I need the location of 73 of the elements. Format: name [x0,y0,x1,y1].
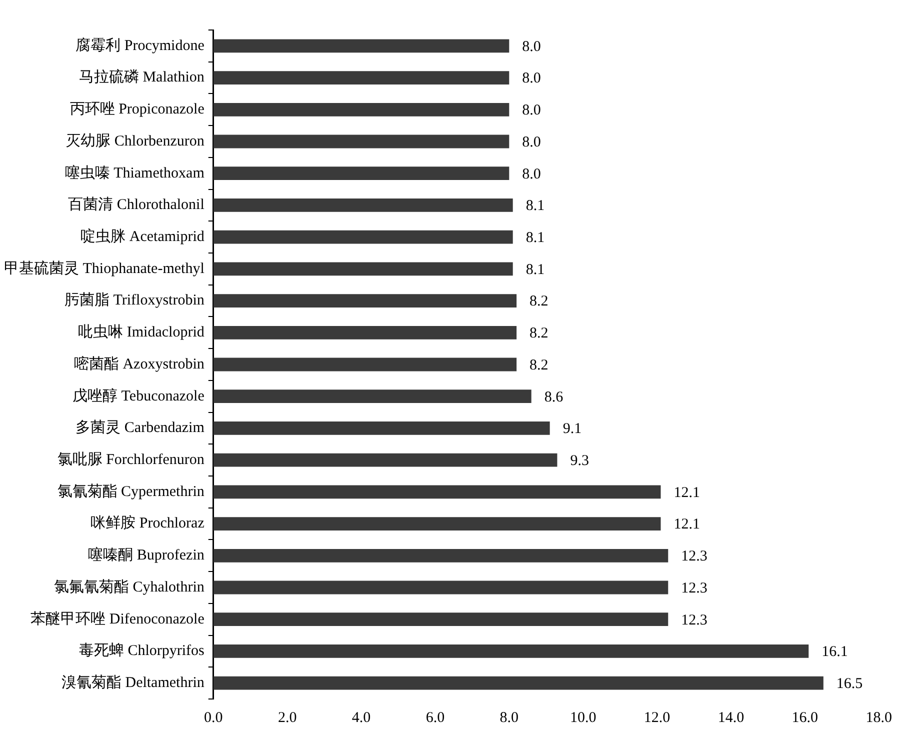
x-tick-label: 4.0 [352,710,371,726]
bar [213,358,517,372]
y-tick-label: 腐霉利 Procymidone [76,36,205,54]
bar [213,485,661,499]
bar [213,198,513,212]
y-tick-label: 氯氰菊酯 Cypermethrin [57,482,205,500]
bar [213,453,558,467]
y-tick-label: 溴氰菊酯 Deltamethrin [61,674,205,692]
y-tick-label: 多菌灵 Carbendazim [76,419,205,436]
bar [213,580,668,594]
data-label: 8.0 [522,38,541,55]
y-tick-label: 丙环唑 Propiconazole [70,100,205,118]
data-label: 8.0 [522,102,541,119]
data-label: 8.0 [522,134,541,150]
bar [213,39,510,53]
x-tick-label: 0.0 [204,710,223,726]
y-tick-label: 氯氟氰菊酯 Cyhalothrin [54,578,205,596]
y-tick-label: 甲基硫菌灵 Thiophanate-methyl [4,260,204,277]
data-label: 8.1 [526,198,545,214]
bar [213,134,510,148]
bar [213,262,513,276]
y-tick-label: 啶虫脒 Acetamiprid [80,228,205,246]
data-label: 8.2 [530,357,548,374]
bar [213,166,510,180]
x-tick-label: 2.0 [278,710,297,726]
bar [213,294,517,308]
data-label: 8.2 [530,294,548,310]
x-tick-label: 10.0 [570,710,596,726]
x-tick-label: 18.0 [866,710,892,726]
x-tick-label: 16.0 [792,710,818,726]
data-label: 12.1 [674,516,700,533]
x-tick-label: 14.0 [718,710,744,726]
y-tick-label: 毒死蜱 Chlorpyrifos [78,642,205,660]
y-tick-label: 戊唑醇 Tebuconazole [72,387,205,404]
y-tick-label: 嘧菌酯 Azoxystrobin [74,355,205,372]
y-tick-label: 苯醚甲环唑 Difenoconazole [30,610,205,628]
data-label: 8.2 [530,326,548,342]
bar [213,390,532,404]
y-tick-label: 肟菌脂 Trifloxystrobin [64,292,205,309]
bar [213,326,517,340]
x-tick-label: 8.0 [500,710,519,726]
bar [213,422,550,435]
y-tick-label: 马拉硫磷 Malathion [78,68,205,86]
bar [213,71,510,84]
y-tick-label: 吡虫啉 Imidacloprid [78,324,205,341]
y-tick-label: 噻嗪酮 Buprofezin [88,546,205,564]
data-label: 8.6 [544,389,564,406]
y-tick-label: 灭幼脲 Chlorbenzuron [66,132,205,150]
data-label: 9.1 [562,421,582,438]
data-label: 12.1 [674,484,700,501]
data-label: 8.1 [526,262,545,278]
bar [213,612,668,626]
x-tick-label: 6.0 [426,710,445,726]
y-tick-label: 氯吡脲 Forchlorfenuron [57,451,205,468]
x-tick-label: 12.0 [644,710,670,726]
data-label: 12.3 [681,612,708,628]
data-label: 16.5 [836,676,863,692]
bar [213,102,510,116]
data-label: 16.1 [822,644,848,660]
bar [213,517,661,530]
bar [213,644,809,658]
y-tick-label: 噻虫嗪 Thiamethoxam [64,164,205,182]
data-label: 12.3 [681,580,708,596]
data-label: 8.0 [522,70,541,87]
data-label: 8.0 [522,166,541,182]
bar [213,676,824,690]
data-label: 12.3 [681,548,708,565]
data-label: 8.1 [526,230,545,246]
y-tick-label: 咪鲜胺 Prochloraz [90,514,205,532]
bar [213,230,513,244]
data-label: 9.3 [570,453,589,470]
bar [213,548,668,562]
y-tick-label: 百菌清 Chlorothalonil [68,196,204,214]
